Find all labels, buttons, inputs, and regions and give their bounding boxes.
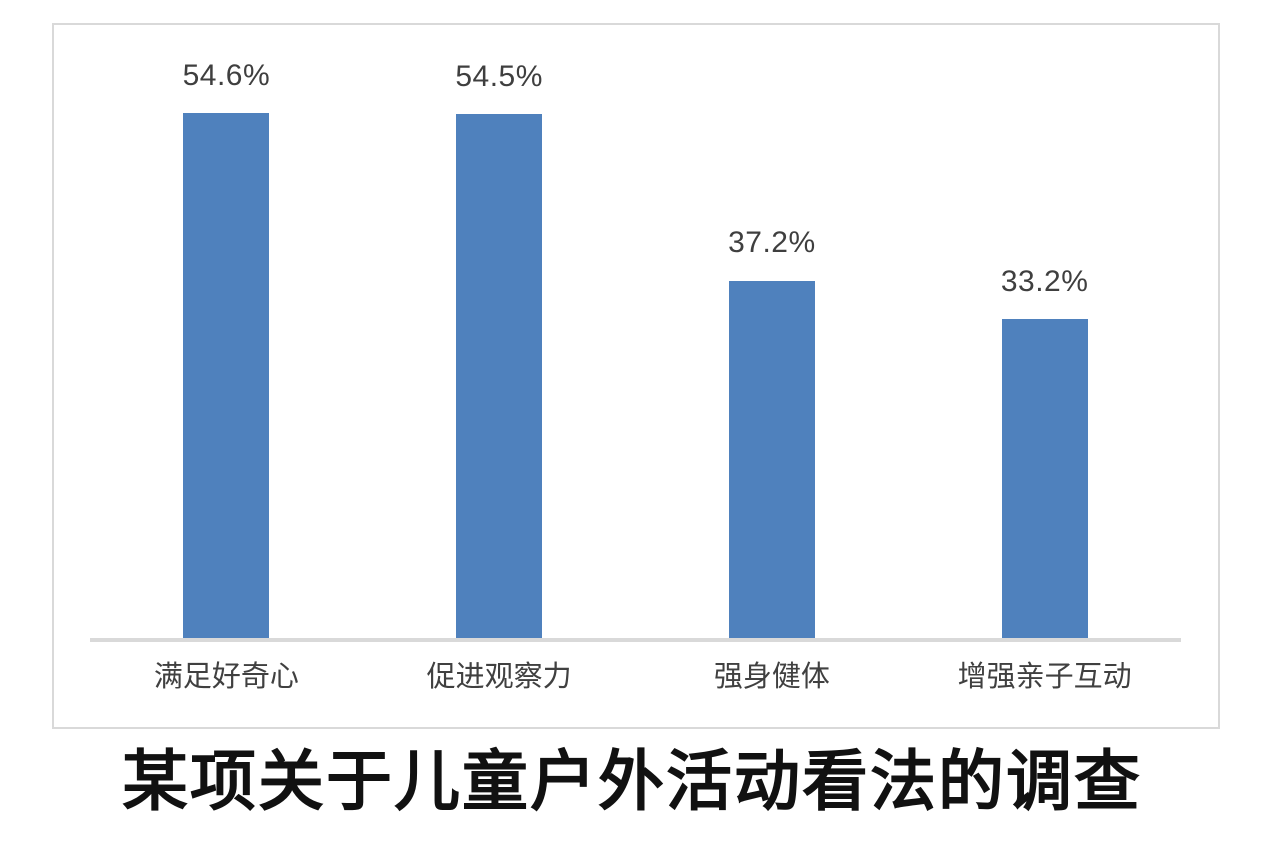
bar-value-label: 54.5% (455, 59, 543, 93)
bar (728, 280, 815, 638)
category-label: 满足好奇心 (153, 659, 299, 693)
bar (1001, 319, 1088, 638)
bar-group: 33.2% (908, 25, 1181, 638)
bar-value-label: 54.6% (182, 58, 271, 92)
bar-group: 54.5% (363, 25, 636, 638)
x-axis-line (90, 638, 1181, 642)
chart-title: 某项关于儿童户外活动看法的调查 (122, 742, 1142, 820)
plot-area: 54.6% 54.5% 37.2% 33.2% (90, 25, 1181, 638)
bar (456, 114, 543, 638)
category-label: 增强亲子互动 (957, 659, 1132, 693)
bar-value-label: 37.2% (728, 226, 816, 260)
bar-group: 54.6% (90, 25, 363, 638)
bar-group: 37.2% (636, 25, 909, 638)
chart-frame: 54.6% 54.5% 37.2% 33.2% 满足好奇心 促进观察力 强身健体 增强亲子互… (52, 23, 1220, 729)
category-axis-labels: 满足好奇心 促进观察力 强身健体 增强亲子互动 (90, 653, 1181, 695)
bar (183, 113, 270, 638)
category-label: 促进观察力 (426, 659, 572, 693)
bar-value-label: 33.2% (1000, 264, 1089, 298)
category-label: 强身健体 (713, 659, 830, 693)
